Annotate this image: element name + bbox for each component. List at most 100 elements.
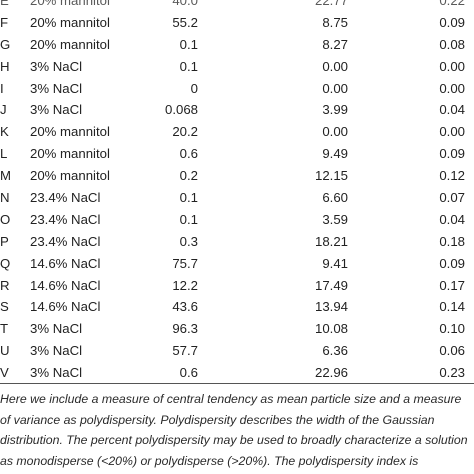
sample-id-cell: F <box>0 14 9 30</box>
polydispersity-cell: 22.96 <box>314 365 348 381</box>
polydispersity-index-cell: 0.09 <box>439 14 465 30</box>
polydispersity-index-cell: 0.14 <box>439 299 465 315</box>
data-table: E 20% mannitol 40.0 22.77 0.22 F 20% man… <box>0 0 474 384</box>
footnote-line: distribution. The percent polydispersity… <box>0 433 468 447</box>
particle-size-cell: 0.1 <box>179 211 198 227</box>
table-row: E 20% mannitol 40.0 22.77 0.22 <box>0 0 474 12</box>
footnote-line: Here we include a measure of central ten… <box>0 392 462 406</box>
particle-size-cell: 0.6 <box>179 146 198 162</box>
table-row: T 3% NaCl 96.3 10.08 0.10 <box>0 318 474 340</box>
solution-cell: 3% NaCl <box>30 321 83 337</box>
sample-id-cell: R <box>0 277 10 293</box>
solution-cell: 20% mannitol <box>30 168 110 184</box>
particle-size-cell: 0.3 <box>179 233 198 249</box>
sample-id-cell: O <box>0 211 11 227</box>
polydispersity-index-cell: 0.00 <box>439 80 465 96</box>
solution-cell: 20% mannitol <box>30 14 110 30</box>
solution-cell: 20% mannitol <box>30 124 110 140</box>
particle-size-cell: 96.3 <box>172 321 198 337</box>
sample-id-cell: M <box>0 168 11 184</box>
particle-size-cell: 40.0 <box>172 0 198 8</box>
polydispersity-cell: 18.21 <box>314 233 348 249</box>
polydispersity-index-cell: 0.00 <box>439 58 465 74</box>
particle-size-cell: 0.1 <box>179 36 198 52</box>
polydispersity-index-cell: 0.18 <box>439 233 465 249</box>
polydispersity-cell: 0.00 <box>322 80 348 96</box>
polydispersity-index-cell: 0.00 <box>439 124 465 140</box>
table-row: M 20% mannitol 0.2 12.15 0.12 <box>0 165 474 187</box>
polydispersity-index-cell: 0.12 <box>439 168 465 184</box>
solution-cell: 23.4% NaCl <box>30 211 101 227</box>
table-row: G 20% mannitol 0.1 8.27 0.08 <box>0 34 474 56</box>
table-row: J 3% NaCl 0.068 3.99 0.04 <box>0 99 474 121</box>
polydispersity-index-cell: 0.23 <box>439 365 465 381</box>
sample-id-cell: U <box>0 343 10 359</box>
polydispersity-cell: 9.41 <box>322 255 348 271</box>
solution-cell: 3% NaCl <box>30 102 83 118</box>
table-row: L 20% mannitol 0.6 9.49 0.09 <box>0 143 474 165</box>
table-row: F 20% mannitol 55.2 8.75 0.09 <box>0 12 474 34</box>
polydispersity-index-cell: 0.09 <box>439 146 465 162</box>
table-row: S 14.6% NaCl 43.6 13.94 0.14 <box>0 296 474 318</box>
footnote-line: of variance as polydispersity. Polydispe… <box>0 412 435 427</box>
particle-size-cell: 20.2 <box>172 124 198 140</box>
polydispersity-cell: 17.49 <box>314 277 348 293</box>
sample-id-cell: Q <box>0 255 11 271</box>
polydispersity-index-cell: 0.10 <box>439 321 465 337</box>
polydispersity-cell: 8.27 <box>322 36 348 52</box>
solution-cell: 23.4% NaCl <box>30 233 101 249</box>
particle-size-cell: 0.6 <box>179 365 198 381</box>
particle-size-cell: 0.2 <box>179 168 198 184</box>
particle-size-cell: 12.2 <box>172 277 198 293</box>
solution-cell: 23.4% NaCl <box>30 190 101 206</box>
sample-id-cell: H <box>0 58 10 74</box>
solution-cell: 14.6% NaCl <box>30 299 101 315</box>
sample-id-cell: I <box>0 80 4 96</box>
polydispersity-cell: 6.60 <box>322 190 348 206</box>
polydispersity-index-cell: 0.07 <box>439 190 465 206</box>
solution-cell: 20% mannitol <box>30 36 110 52</box>
polydispersity-cell: 13.94 <box>314 299 348 315</box>
particle-size-cell: 0 <box>190 80 198 96</box>
polydispersity-cell: 8.75 <box>322 14 348 30</box>
table-footnote: Here we include a measure of central ten… <box>0 389 474 471</box>
polydispersity-cell: 3.59 <box>322 211 348 227</box>
solution-cell: 3% NaCl <box>30 80 83 96</box>
sample-id-cell: K <box>0 124 9 140</box>
particle-size-cell: 0.068 <box>164 102 198 118</box>
polydispersity-index-cell: 0.17 <box>439 277 465 293</box>
polydispersity-index-cell: 0.22 <box>439 0 465 8</box>
sample-id-cell: J <box>0 102 7 118</box>
solution-cell: 20% mannitol <box>30 146 110 162</box>
table-row: R 14.6% NaCl 12.2 17.49 0.17 <box>0 275 474 297</box>
polydispersity-cell: 3.99 <box>322 102 348 118</box>
table-row: N 23.4% NaCl 0.1 6.60 0.07 <box>0 187 474 209</box>
sample-id-cell: G <box>0 36 11 52</box>
sample-id-cell: V <box>0 365 9 381</box>
particle-size-cell: 0.1 <box>179 190 198 206</box>
polydispersity-cell: 10.08 <box>314 321 348 337</box>
table-row: V 3% NaCl 0.6 22.96 0.23 <box>0 362 474 384</box>
solution-cell: 3% NaCl <box>30 343 83 359</box>
table-row: O 23.4% NaCl 0.1 3.59 0.04 <box>0 209 474 231</box>
polydispersity-index-cell: 0.09 <box>439 255 465 271</box>
table-row: H 3% NaCl 0.1 0.00 0.00 <box>0 56 474 78</box>
table-row: K 20% mannitol 20.2 0.00 0.00 <box>0 121 474 143</box>
solution-cell: 3% NaCl <box>30 58 83 74</box>
solution-cell: 14.6% NaCl <box>30 277 101 293</box>
polydispersity-cell: 22.77 <box>314 0 348 8</box>
table-row: U 3% NaCl 57.7 6.36 0.06 <box>0 340 474 362</box>
footnote-line: as monodisperse (<20%) or polydisperse (… <box>0 453 419 468</box>
particle-size-cell: 0.1 <box>179 58 198 74</box>
polydispersity-cell: 6.36 <box>322 343 348 359</box>
polydispersity-index-cell: 0.08 <box>439 36 465 52</box>
table-row: I 3% NaCl 0 0.00 0.00 <box>0 78 474 100</box>
solution-cell: 3% NaCl <box>30 365 83 381</box>
polydispersity-cell: 0.00 <box>322 124 348 140</box>
polydispersity-index-cell: 0.04 <box>439 102 465 118</box>
particle-size-cell: 43.6 <box>172 299 198 315</box>
particle-size-cell: 57.7 <box>172 343 198 359</box>
sample-id-cell: E <box>0 0 9 8</box>
polydispersity-index-cell: 0.04 <box>439 211 465 227</box>
sample-id-cell: N <box>0 190 10 206</box>
